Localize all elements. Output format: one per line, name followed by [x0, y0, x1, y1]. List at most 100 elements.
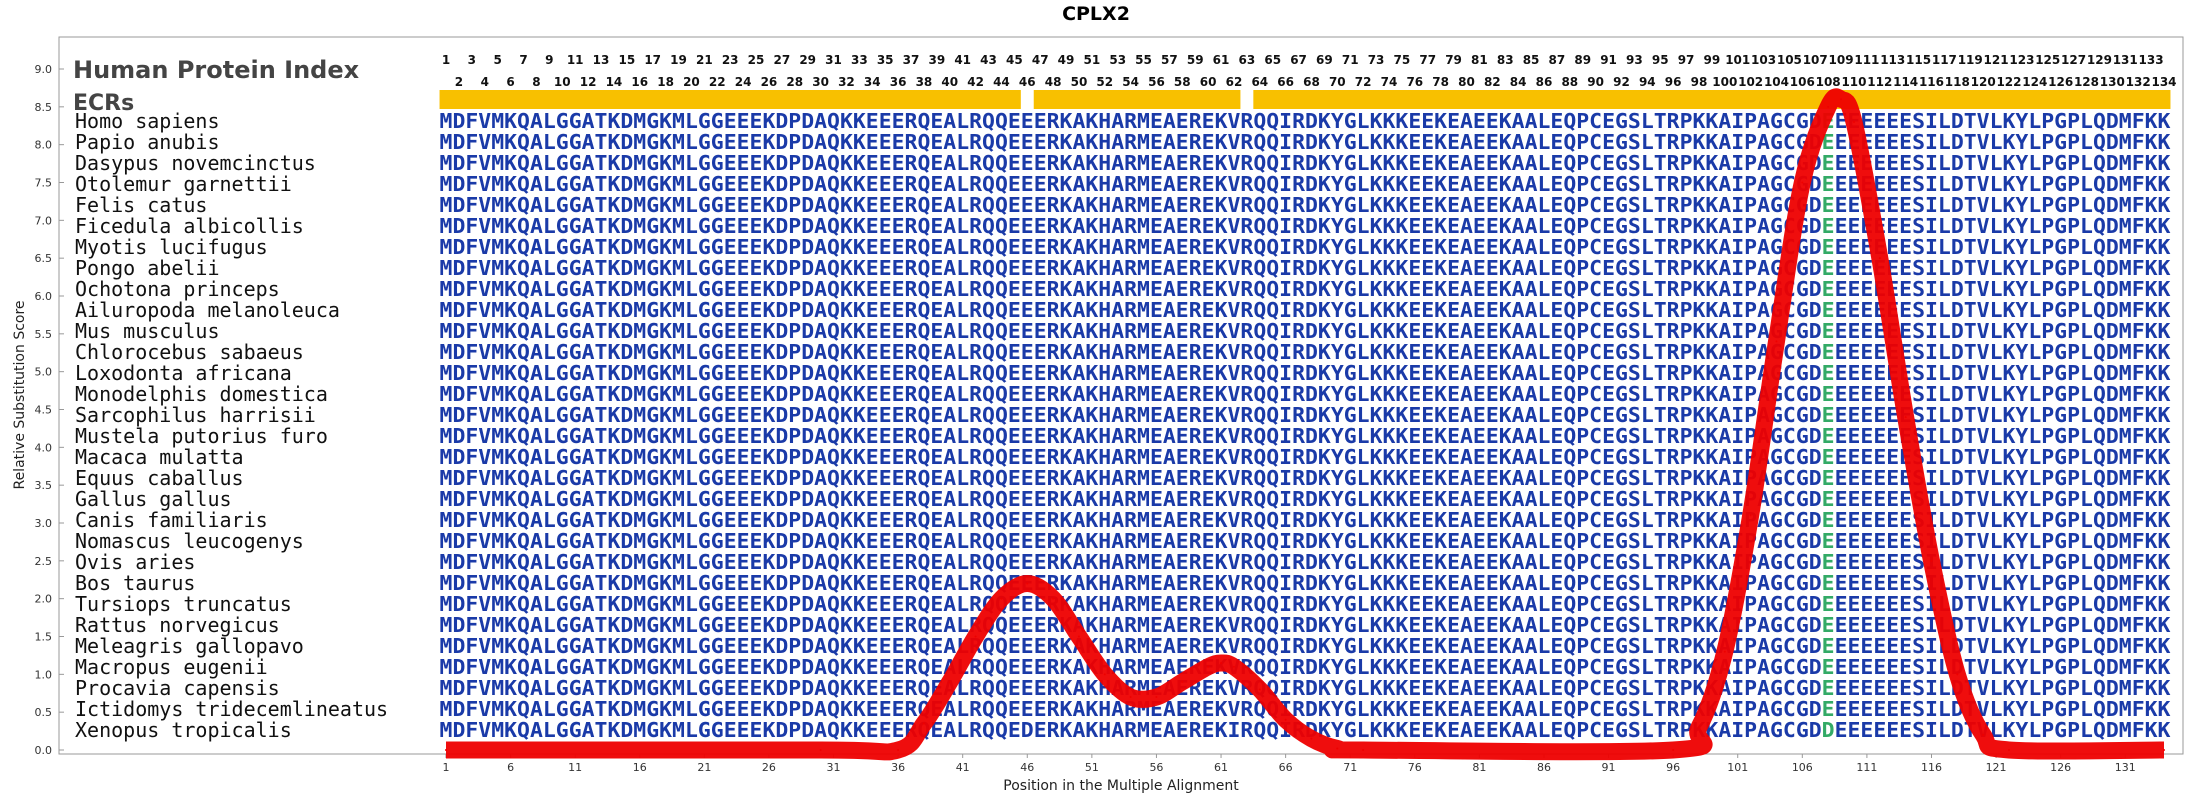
position-number: 95	[1652, 53, 1669, 67]
score-line	[445, 88, 2165, 761]
y-tick-label: 6.0	[35, 290, 53, 303]
position-number: 134	[2151, 75, 2176, 89]
position-number: 60	[1200, 75, 1217, 89]
y-axis: 0.0 0.5 1.0 1.5 2.0 2.5 3.0 3.5 4.0 4.5 5.0 5.5 6.0 6…	[35, 63, 64, 757]
position-number: 20	[683, 75, 700, 89]
position-number: 65	[1264, 53, 1281, 67]
position-number: 40	[941, 75, 958, 89]
position-number: 68	[1303, 75, 1320, 89]
x-tick-label: 1	[443, 761, 450, 774]
score-point	[1026, 582, 1029, 585]
score-point	[1697, 726, 1700, 729]
position-number: 83	[1497, 53, 1514, 67]
species-label: Equus caballus	[75, 466, 244, 490]
x-tick-label: 56	[1149, 761, 1163, 774]
position-number: 100	[1712, 75, 1737, 89]
position-number: 28	[786, 75, 803, 89]
position-number: 61	[1213, 53, 1230, 67]
y-tick-label: 7.0	[35, 214, 53, 227]
ecrs-label: ECRs	[73, 91, 134, 116]
position-number: 109	[1829, 53, 1854, 67]
position-number: 121	[1984, 53, 2009, 67]
species-label: Ictidomys tridecemlineatus	[75, 697, 388, 721]
score-point	[1827, 105, 1830, 108]
score-point	[897, 749, 900, 751]
position-number: 70	[1329, 75, 1346, 89]
sequence-row: MDFVMKQALGGATKDMGKMLGGEEEKDPDAQKKEEERQEA…	[440, 445, 2171, 469]
y-tick-label: 2.5	[35, 555, 53, 568]
position-number: 90	[1587, 75, 1604, 89]
position-number: 14	[606, 75, 623, 89]
position-number: 93	[1626, 53, 1643, 67]
position-number: 49	[1058, 53, 1075, 67]
position-number: 120	[1971, 75, 1996, 89]
y-axis-label: Relative Substitution Score	[12, 300, 28, 489]
sequence-row: MDFVMKQALGGATKDMGKMLGGEEEKDPDAQKKEEERQEA…	[440, 151, 2171, 175]
score-point	[1284, 718, 1287, 721]
sequence-row: MDFVMKQALGGATKDMGKMLGGEEEKDPDAQKKEEERQEA…	[440, 172, 2171, 196]
x-tick-label: 11	[568, 761, 582, 774]
position-number: 25	[748, 53, 765, 67]
score-point	[1904, 416, 1907, 419]
position-number: 86	[1536, 75, 1553, 89]
sequence-row: MDFVMKQALGGATKDMGKMLGGEEEKDPDAQKKEEERQEA…	[440, 235, 2171, 259]
position-number: 106	[1790, 75, 1815, 89]
sequence-row: MDFVMKQALGGATKDMGKMLGGEEEKDPDAQKKEEERQEA…	[440, 550, 2171, 574]
species-label: Xenopus tropicalis	[75, 718, 292, 742]
species-label: Ailuropoda melanoleuca	[75, 298, 340, 322]
species-label: Monodelphis domestica	[75, 382, 328, 406]
position-number: 69	[1316, 53, 1333, 67]
x-axis: 1 6 11 16 21 26 31 36 41 46 51 56 61 66 71 76 81 86 91 96 10…	[443, 754, 2136, 774]
position-number: 123	[2009, 53, 2034, 67]
position-number: 33	[851, 53, 868, 67]
position-number: 80	[1458, 75, 1475, 89]
species-label: Pongo abelii	[75, 256, 220, 280]
score-point	[1775, 340, 1778, 343]
species-label: Ficedula albicollis	[75, 214, 304, 238]
position-number: 116	[1919, 75, 1944, 89]
position-number: 97	[1678, 53, 1695, 67]
x-tick-label: 16	[633, 761, 647, 774]
position-number: 107	[1803, 53, 1828, 67]
score-point	[1723, 650, 1726, 653]
y-tick-label: 9.0	[35, 63, 53, 76]
y-tick-label: 4.5	[35, 404, 53, 417]
score-point	[1129, 696, 1132, 699]
position-number: 113	[1880, 53, 1905, 67]
position-number: 44	[993, 75, 1010, 89]
sequence-row: MDFVMKQALGGATKDMGKMLGGEEEKDPDAQKKEEERQEA…	[440, 109, 2171, 133]
score-point	[1258, 688, 1261, 691]
sequence-row: MDFVMKQALGGATKDMGKMLGGEEEKDPDAQKKEEERQEA…	[440, 403, 2171, 427]
position-number: 63	[1239, 53, 1256, 67]
sequence-row: MDFVMKQALGGATKDMGKMLGGEEEKDPDAQKKEEERQEA…	[440, 571, 2171, 595]
position-number: 1	[442, 53, 450, 67]
species-label: Chlorocebus sabaeus	[75, 340, 304, 364]
position-number: 30	[812, 75, 829, 89]
position-number: 31	[825, 53, 842, 67]
position-number: 117	[1932, 53, 1957, 67]
position-number: 45	[1006, 53, 1023, 67]
y-tick-label: 1.0	[35, 668, 53, 681]
position-number: 53	[1109, 53, 1126, 67]
position-number: 21	[696, 53, 713, 67]
species-label: Bos taurus	[75, 571, 195, 595]
position-number: 108	[1816, 75, 1841, 89]
y-tick-label: 4.0	[35, 441, 53, 454]
position-number: 17	[644, 53, 661, 67]
sequence-row: MDFVMKQALGGATKDMGKMLGGEEEKDPDAQKKEEERQEA…	[440, 193, 2171, 217]
position-number: 6	[506, 75, 514, 89]
score-point	[445, 749, 447, 751]
species-label: Sarcophilus harrisii	[75, 403, 316, 427]
species-label: Homo sapiens	[75, 109, 220, 133]
position-number: 64	[1251, 75, 1268, 89]
position-number: 15	[618, 53, 635, 67]
sequence-row: MDFVMKQALGGATKDMGKMLGGEEEKDPDAQKKEEERQEA…	[440, 697, 2171, 721]
position-number: 35	[877, 53, 894, 67]
score-point	[1878, 257, 1881, 260]
species-label: Ovis aries	[75, 550, 195, 574]
y-tick-label: 7.5	[35, 177, 53, 190]
score-point	[1155, 696, 1158, 699]
position-number: 23	[722, 53, 739, 67]
position-number: 50	[1071, 75, 1088, 89]
